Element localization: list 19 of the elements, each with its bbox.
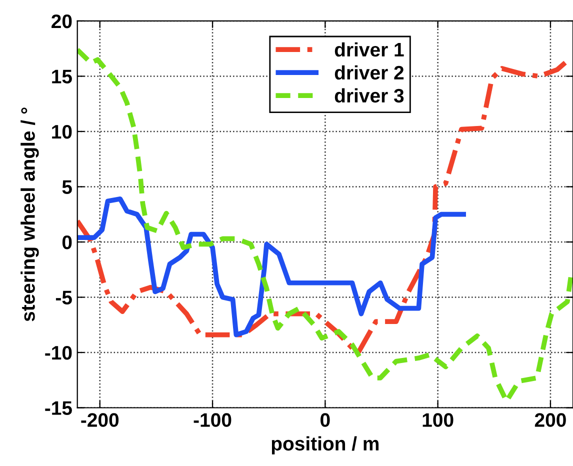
y-tick-label: -5 [56,290,72,304]
legend-label: driver 1 [334,42,404,57]
x-tick-label: 200 [534,413,566,427]
y-axis-title: steering wheel angle / ° [20,108,39,322]
y-tick-label: 5 [62,180,72,194]
x-tick-label: 0 [320,413,330,427]
y-tick-label: -10 [45,346,72,360]
y-tick-label: 0 [62,235,72,250]
x-tick-label: 100 [422,413,454,427]
line-series [77,59,569,354]
x-tick-label: -200 [81,413,119,427]
y-tick-label: 10 [52,124,72,139]
x-tick-label: -100 [194,413,232,427]
legend-label: driver 3 [334,88,404,103]
y-tick-label: -15 [45,401,72,415]
y-tick-label: 15 [52,70,72,84]
y-tick-label: 20 [52,14,72,28]
x-axis-title: position / m [272,436,379,454]
legend-label: driver 2 [334,65,404,80]
